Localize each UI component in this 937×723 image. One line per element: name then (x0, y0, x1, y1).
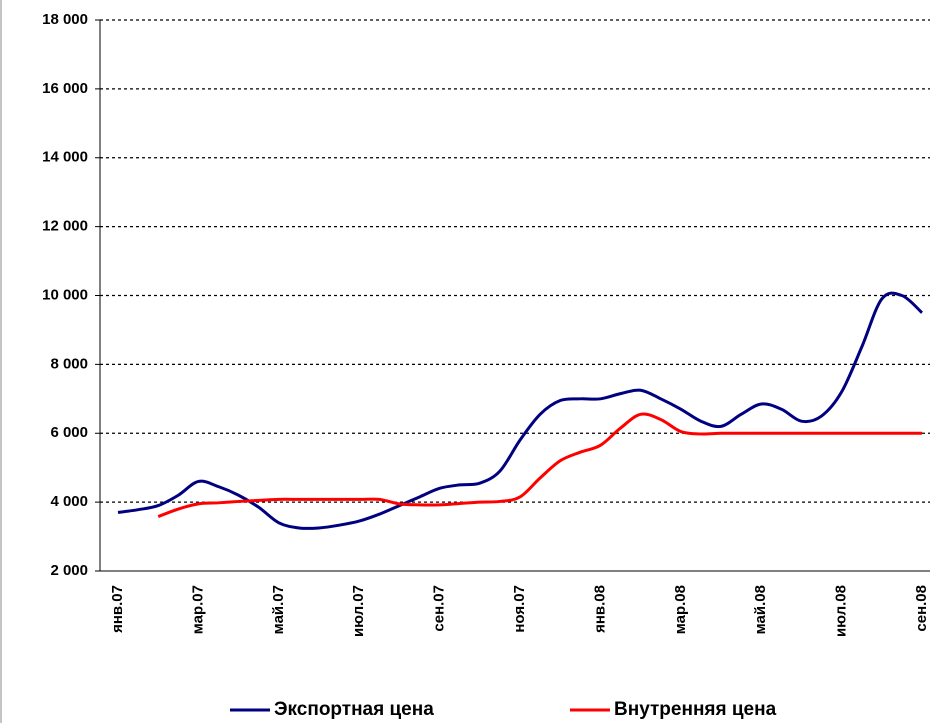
x-tick-label: сен.07 (431, 585, 448, 632)
x-tick-label: мар.07 (189, 585, 206, 634)
y-tick-label: 18 000 (42, 11, 88, 28)
x-tick-label: май.07 (270, 585, 287, 634)
y-tick-label: 12 000 (42, 218, 88, 235)
y-tick-label: 10 000 (42, 286, 88, 303)
x-tick-label: мар.08 (672, 585, 689, 634)
y-tick-label: 2 000 (50, 562, 88, 579)
y-tick-label: 8 000 (50, 355, 88, 372)
x-tick-label: янв.07 (109, 585, 126, 633)
y-tick-label: 16 000 (42, 80, 88, 97)
y-tick-label: 6 000 (50, 424, 88, 441)
x-tick-label: июл.08 (833, 585, 850, 637)
legend-label: Внутренняя цена (614, 699, 777, 720)
x-tick-label: сен.08 (913, 585, 930, 632)
series-line (117, 291, 924, 530)
x-tick-label: ноя.07 (511, 585, 528, 633)
x-tick-label: июл.07 (350, 585, 367, 637)
y-tick-label: 14 000 (42, 149, 88, 166)
y-tick-label: 4 000 (50, 493, 88, 510)
x-tick-label: май.08 (752, 585, 769, 634)
x-tick-label: янв.08 (591, 585, 608, 633)
legend-label: Экспортная цена (274, 699, 434, 720)
series-line (157, 412, 922, 518)
